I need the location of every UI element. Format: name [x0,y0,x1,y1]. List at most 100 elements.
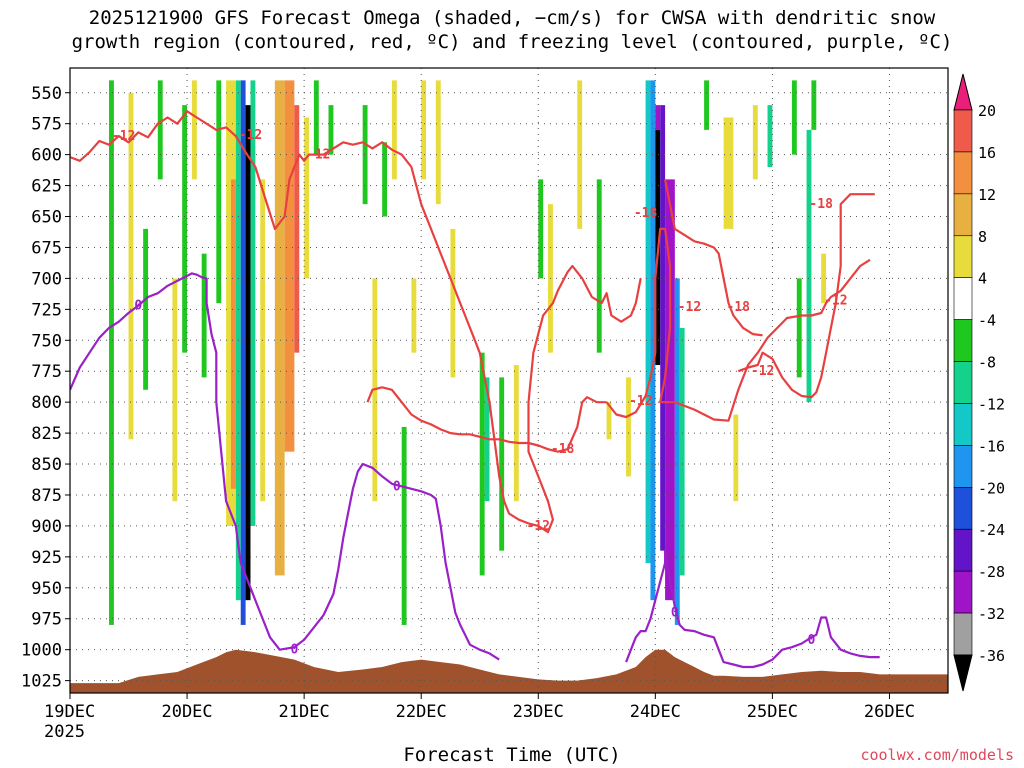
colorbar-label-4: 4 [978,270,987,288]
contour-label-5: -12 [678,300,701,315]
omega-cell-0 [109,80,114,625]
colorbar-label-2: 12 [978,186,996,204]
omega-cell-27 [411,278,417,353]
contour-label-1: -12 [239,128,262,143]
omega-cell-55 [796,278,802,378]
colorbar-bin-9 [953,487,973,530]
colorbar-label-3: 8 [978,228,987,246]
title-line-1: 2025121900 GFS Forecast Omega (shaded, −… [88,7,936,29]
y-tick-label-600: 600 [31,146,62,166]
grid-lines [70,68,948,693]
omega-cell-8 [216,80,222,304]
omega-cell-28 [421,80,427,180]
contour-label-6: -12 [751,364,774,379]
omega-cell-39 [606,402,612,440]
colorbar-bin-12 [953,612,973,656]
colorbar-label-12: -32 [978,605,1005,623]
omega-cell-35 [538,179,544,279]
y-tick-label-625: 625 [31,177,62,197]
y-tick-label-1000: 1000 [21,641,62,661]
contour-label-0: -12 [112,129,135,144]
colorbar-label-5: -4 [978,312,996,330]
omega-shading [109,80,827,625]
omega-cell-1 [128,92,134,440]
terrain-fill [70,649,948,693]
omega-cell-18 [294,105,300,353]
x-tick-label-23DEC: 23DEC [513,702,564,722]
omega-cell-12 [240,80,246,625]
y-tick-label-875: 875 [31,486,62,506]
omega-cell-3 [157,80,163,180]
y-tick-label-850: 850 [31,455,62,475]
omega-cell-47 [674,278,680,625]
omega-cell-10 [230,179,236,489]
colorbar-bin-10 [953,528,973,572]
contour-label-16: 0 [808,633,816,648]
y-tick-label-700: 700 [31,269,62,289]
colorbar: 20 16 12 8 4 -4 -8 -12 -16 -20 -24 -28 -32 -36 [953,73,1005,692]
colorbar-bin-2 [953,193,973,237]
omega-cell-4 [172,278,178,502]
omega-cell-41 [645,80,651,564]
colorbar-bin-3 [953,235,973,278]
y-tick-label-800: 800 [31,393,62,413]
omega-cell-52 [752,105,758,180]
colorbar-bin-5 [953,319,973,362]
omega-cell-57 [811,80,817,130]
contour--18-4 [366,386,607,453]
terrain-profile [70,649,948,693]
y-tick-label-1025: 1025 [21,672,62,692]
contour--18-3 [605,227,871,422]
contour-label-11: -18 [551,442,575,457]
omega-cell-26 [401,426,407,625]
y-tick-label-750: 750 [31,331,62,351]
colorbar-label-6: -8 [978,354,996,372]
omega-cell-54 [791,80,797,155]
y-tick-label-825: 825 [31,424,62,444]
omega-cell-19 [304,117,310,279]
contour-label-7: -12 [824,294,847,309]
colorbar-label-7: -12 [978,395,1005,413]
omega-cell-45 [660,105,666,551]
y-tick-label-575: 575 [31,115,62,135]
contour-0-6 [625,549,880,669]
omega-cell-56 [806,129,812,403]
contour--12-1 [664,179,763,337]
y-tick-label-975: 975 [31,610,62,630]
omega-cell-17 [284,80,295,452]
contour--12-2 [737,193,875,399]
colorbar-label-0: 20 [978,102,996,120]
contour-label-4: -12 [629,394,652,409]
x-tick-label-20DEC: 20DEC [161,702,212,722]
omega-cell-5 [182,105,188,353]
colorbar-bin-0 [953,109,973,153]
omega-cell-31 [479,352,485,576]
omega-cell-43 [655,105,661,130]
omega-cell-13 [245,105,251,601]
contour-label-12: 0 [134,299,142,314]
y-tick-label-675: 675 [31,238,62,258]
y-tick-label-650: 650 [31,208,62,228]
omega-cell-16 [274,80,285,576]
colorbar-bin-8 [953,445,973,488]
x-tick-label-25DEC: 25DEC [747,702,798,722]
omega-cell-46 [665,179,675,601]
contour-label-8: -18 [634,206,658,221]
contour--12-0 [70,110,642,534]
y-tick-label-725: 725 [31,300,62,320]
omega-cell-21 [328,105,334,155]
y-tick-label-950: 950 [31,579,62,599]
x-tick-label-19DEC: 19DEC [44,702,95,722]
colorbar-bin-6 [953,361,973,404]
omega-cell-37 [577,80,583,229]
y-tick-label-775: 775 [31,362,62,382]
x-tick-label-24DEC: 24DEC [630,702,681,722]
omega-cell-6 [191,80,197,180]
omega-cell-14 [250,80,256,526]
omega-cell-2 [143,228,149,390]
colorbar-label-10: -24 [978,521,1005,539]
colorbar-label-1: 16 [978,144,996,162]
x-axis-title: Forecast Time (UTC) [403,744,621,766]
contour-label-10: -18 [809,197,833,212]
